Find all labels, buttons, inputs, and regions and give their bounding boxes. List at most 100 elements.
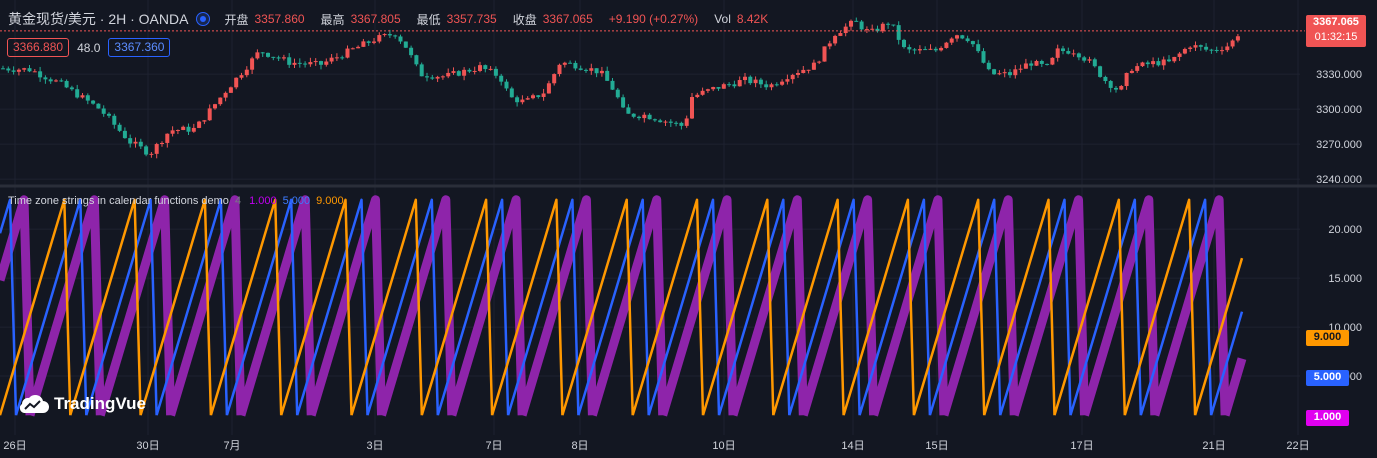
candle-body xyxy=(970,41,975,45)
indicator-legend[interactable]: Time zone strings in calendar functions … xyxy=(8,195,344,207)
candle-body xyxy=(955,35,959,39)
low-value: 3357.735 xyxy=(446,12,497,26)
candle-body xyxy=(446,72,451,77)
price-axis-label: 3300.000 xyxy=(1316,104,1362,116)
candle-body xyxy=(933,48,938,51)
candle-body xyxy=(843,26,848,34)
candle-body xyxy=(308,62,313,65)
candle-body xyxy=(1,68,5,70)
candle-body xyxy=(917,49,922,51)
candle-body xyxy=(244,69,249,76)
sell-button[interactable]: 3366.880 xyxy=(7,38,70,57)
candle-body xyxy=(27,68,32,72)
candle-body xyxy=(939,47,944,51)
candle-body xyxy=(11,70,16,72)
candle-body xyxy=(493,68,498,76)
tradingview-cloud-icon xyxy=(19,394,49,413)
candle-body xyxy=(112,115,117,125)
candle-body xyxy=(695,94,700,98)
candle-body xyxy=(721,84,726,89)
candle-body xyxy=(594,68,599,74)
indicator-series-3 xyxy=(0,198,1244,416)
candle-body xyxy=(191,127,196,132)
candle-body xyxy=(430,77,435,79)
candle-body xyxy=(181,126,186,131)
candle-body xyxy=(59,80,64,82)
candle-body xyxy=(1013,69,1018,76)
candle-body xyxy=(573,62,578,69)
time-axis-label: 26日 xyxy=(3,440,26,452)
candle-body xyxy=(340,57,345,59)
candle-body xyxy=(160,142,164,145)
candle-body xyxy=(700,90,705,95)
price-axis[interactable]: 3330.000 3300.000 3270.000 3240.000 xyxy=(1316,69,1362,186)
buy-button[interactable]: 3367.360 xyxy=(108,38,171,57)
candle-body xyxy=(536,95,541,97)
candle-body xyxy=(859,21,864,30)
candle-body xyxy=(425,76,429,78)
candle-body xyxy=(218,97,223,105)
candle-body xyxy=(1214,49,1219,51)
indicator-name[interactable]: Time zone strings in calendar functions … xyxy=(8,195,229,207)
candle-body xyxy=(1167,59,1171,62)
candle-body xyxy=(456,71,461,76)
time-axis[interactable]: 26日 30日 7月 3日 7日 8日 10日 14日 15日 17日 21日 22日 xyxy=(3,440,1309,452)
candle-body xyxy=(668,121,673,123)
candle-body xyxy=(504,81,509,89)
candle-body xyxy=(345,48,350,58)
candle-body xyxy=(981,51,986,63)
logo-text: TradingVue xyxy=(54,394,146,413)
candle-body xyxy=(64,80,69,88)
candle-body xyxy=(350,48,355,50)
candle-body xyxy=(801,69,806,73)
candle-body xyxy=(271,56,276,58)
candle-body xyxy=(631,113,636,117)
candle-body xyxy=(780,81,785,85)
candle-body xyxy=(599,70,604,74)
candle-body xyxy=(525,98,530,100)
candle-body xyxy=(1145,62,1150,65)
candle-body xyxy=(896,25,901,40)
candle-body xyxy=(684,118,689,126)
candle-body xyxy=(1039,61,1044,64)
candle-body xyxy=(838,33,843,36)
indicator-lines xyxy=(0,195,1247,417)
candle-body xyxy=(584,69,588,71)
candle-body xyxy=(101,108,106,114)
candle-body xyxy=(1103,76,1108,82)
time-axis-label: 14日 xyxy=(841,440,864,452)
candle-body xyxy=(91,100,96,104)
high-value: 3367.805 xyxy=(350,12,401,26)
candle-body xyxy=(817,61,822,63)
candle-body xyxy=(292,62,297,65)
tradingvue-logo[interactable]: TradingVue xyxy=(16,393,146,415)
candle-body xyxy=(1172,56,1177,62)
symbol-title[interactable]: 黄金现货/美元 · 2H · OANDA xyxy=(8,11,189,27)
candle-body xyxy=(769,84,774,88)
candle-body xyxy=(774,84,779,86)
candle-body xyxy=(748,76,753,84)
candle-body xyxy=(541,93,546,97)
candle-body xyxy=(520,99,525,103)
candle-body xyxy=(912,49,917,51)
candle-body xyxy=(107,113,111,116)
candle-body xyxy=(48,79,53,82)
candle-body xyxy=(796,72,800,75)
candle-body xyxy=(128,138,133,144)
candle-body xyxy=(986,62,991,70)
candle-body xyxy=(207,108,212,121)
indicator-param: 4 xyxy=(234,195,242,207)
candle-body xyxy=(1045,63,1050,65)
candle-body xyxy=(313,61,318,63)
candle-body xyxy=(1177,53,1182,57)
quote-badges: 3366.880 48.0 3367.360 xyxy=(7,38,171,57)
candle-body xyxy=(117,124,122,131)
candle-body xyxy=(483,65,488,70)
candle-body xyxy=(403,41,408,48)
candle-body xyxy=(997,73,1002,75)
candle-body xyxy=(944,42,949,48)
candle-body xyxy=(1082,57,1087,61)
candle-body xyxy=(811,62,816,70)
